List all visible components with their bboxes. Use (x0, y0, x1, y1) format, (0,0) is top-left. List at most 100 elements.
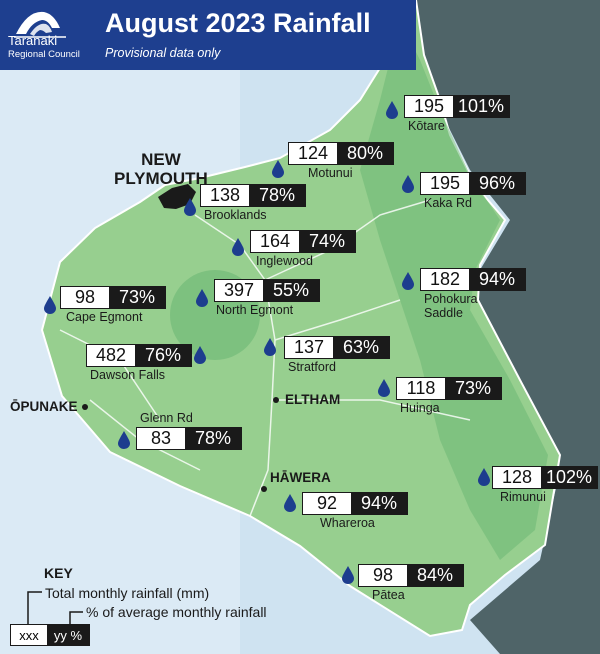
rainfall-percent: 101% (453, 96, 509, 117)
key-total-sample: xxx (11, 625, 47, 645)
station-values: 98 73% (60, 286, 166, 309)
rainfall-percent: 102% (541, 467, 597, 488)
station-name: Kōtare (408, 119, 445, 133)
town-label-line: PLYMOUTH (114, 169, 208, 188)
rainfall-percent: 96% (469, 173, 525, 194)
council-logo-icon (14, 11, 66, 38)
station-name: Inglewood (256, 254, 313, 268)
station-name: Whareroa (320, 516, 375, 530)
station-name: Cape Egmont (66, 310, 143, 324)
station-values: 482 76% (86, 344, 192, 367)
town-dot-opunake (82, 404, 88, 410)
key-percent-sample: yy % (47, 625, 89, 645)
rainfall-total: 128 (493, 467, 541, 488)
raindrop-icon (386, 101, 398, 119)
town-new-plymouth: NEW PLYMOUTH (114, 150, 208, 188)
station-values: 195 101% (404, 95, 510, 118)
station-name: Dawson Falls (90, 368, 166, 382)
rainfall-percent: 63% (333, 337, 389, 358)
org-subname: Regional Council (8, 49, 80, 60)
station-name: Pātea (372, 588, 405, 602)
station-name: Motunui (308, 166, 353, 180)
rainfall-percent: 78% (249, 185, 305, 206)
station-values: 118 73% (396, 377, 502, 400)
rainfall-total: 182 (421, 269, 469, 290)
rainfall-total: 137 (285, 337, 333, 358)
station-name: Kaka Rd (424, 196, 472, 210)
station-name: North Egmont (216, 303, 294, 317)
town-eltham: ELTHAM (285, 392, 341, 407)
page-subtitle: Provisional data only (105, 46, 221, 60)
rainfall-percent: 73% (109, 287, 165, 308)
key-sample-box: xxx yy % (10, 624, 90, 646)
raindrop-icon (44, 296, 56, 314)
rainfall-total: 92 (303, 493, 351, 514)
station-values: 124 80% (288, 142, 394, 165)
rainfall-total: 195 (405, 96, 453, 117)
station-values: 164 74% (250, 230, 356, 253)
station-name: Huinga (400, 401, 440, 415)
station-values: 98 84% (358, 564, 464, 587)
raindrop-icon (402, 272, 414, 290)
rainfall-percent: 73% (445, 378, 501, 399)
rainfall-percent: 74% (299, 231, 355, 252)
raindrop-icon (272, 160, 284, 178)
raindrop-icon (478, 468, 490, 486)
station-values: 397 55% (214, 279, 320, 302)
rainfall-percent: 94% (469, 269, 525, 290)
raindrop-icon (184, 198, 196, 216)
page-title: August 2023 Rainfall (105, 8, 371, 38)
key-leader-lines (27, 591, 83, 624)
raindrop-icon (196, 289, 208, 307)
raindrop-icon (232, 238, 244, 256)
station-name-line: Saddle (424, 306, 463, 320)
town-dot-hawera (261, 486, 267, 492)
town-opunake: ŌPUNAKE (10, 399, 78, 414)
rainfall-percent: 55% (263, 280, 319, 301)
station-name: Brooklands (204, 208, 267, 222)
rainfall-percent: 94% (351, 493, 407, 514)
rainfall-total: 124 (289, 143, 337, 164)
station-name: Rimunui (500, 490, 546, 504)
ocean-east (416, 0, 600, 654)
key-percent-label: % of average monthly rainfall (86, 604, 267, 620)
rainfall-percent: 84% (407, 565, 463, 586)
rainfall-percent: 78% (185, 428, 241, 449)
rainfall-total: 482 (87, 345, 135, 366)
rainfall-percent: 76% (135, 345, 191, 366)
header-banner: Taranaki Regional Council August 2023 Ra… (0, 0, 416, 70)
rainfall-total: 164 (251, 231, 299, 252)
station-values: 138 78% (200, 184, 306, 207)
rainfall-total: 83 (137, 428, 185, 449)
rainfall-total: 397 (215, 280, 263, 301)
station-values: 137 63% (284, 336, 390, 359)
rainfall-percent: 80% (337, 143, 393, 164)
raindrop-icon (194, 346, 206, 364)
station-name-line: Pohokura (424, 292, 478, 306)
raindrop-icon (118, 431, 130, 449)
rainfall-total: 98 (61, 287, 109, 308)
station-values: 182 94% (420, 268, 526, 291)
rainfall-total: 98 (359, 565, 407, 586)
station-name: Pohokura Saddle (424, 292, 478, 320)
org-name: Taranaki (8, 33, 58, 48)
raindrop-icon (264, 338, 276, 356)
town-label-line: NEW (141, 150, 181, 169)
station-name: Glenn Rd (140, 411, 193, 425)
raindrop-icon (284, 494, 296, 512)
rainfall-total: 138 (201, 185, 249, 206)
key-total-label: Total monthly rainfall (mm) (45, 585, 210, 601)
station-values: 195 96% (420, 172, 526, 195)
rainfall-total: 118 (397, 378, 445, 399)
town-dot-eltham (273, 397, 279, 403)
station-values: 128 102% (492, 466, 598, 489)
station-name: Stratford (288, 360, 336, 374)
new-plymouth-urban (158, 184, 196, 209)
raindrop-icon (378, 379, 390, 397)
station-values: 83 78% (136, 427, 242, 450)
rainfall-total: 195 (421, 173, 469, 194)
raindrop-icon (342, 566, 354, 584)
raindrop-icon (402, 175, 414, 193)
